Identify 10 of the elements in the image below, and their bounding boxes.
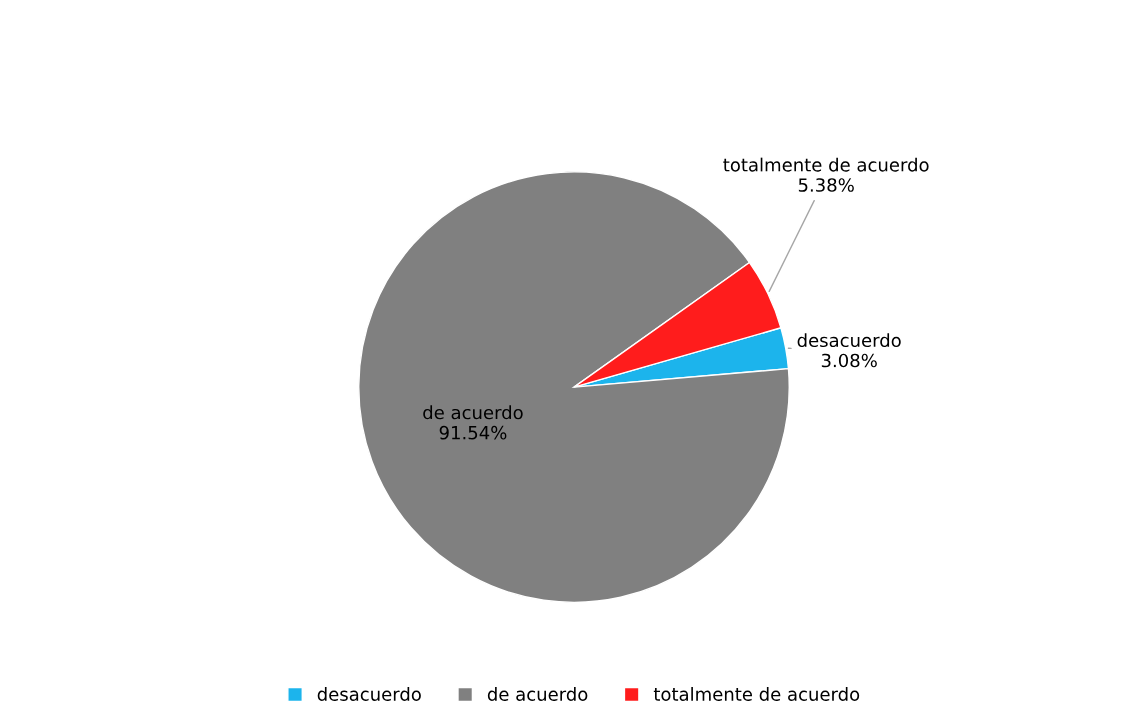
data-label: 91.54%: [439, 425, 507, 440]
legend-label: de acuerdo: [487, 687, 588, 701]
slice-label: desacuerdo: [797, 333, 901, 348]
legend-label: totalmente de acuerdo: [653, 687, 860, 701]
slice-label: totalmente de acuerdo: [723, 157, 929, 172]
slice-label: de acuerdo: [423, 405, 523, 420]
pie-slice: [358, 171, 790, 604]
data-label: 5.38%: [798, 178, 854, 192]
data-label: 3.08%: [821, 353, 877, 368]
legend-label: desacuerdo: [317, 687, 421, 701]
